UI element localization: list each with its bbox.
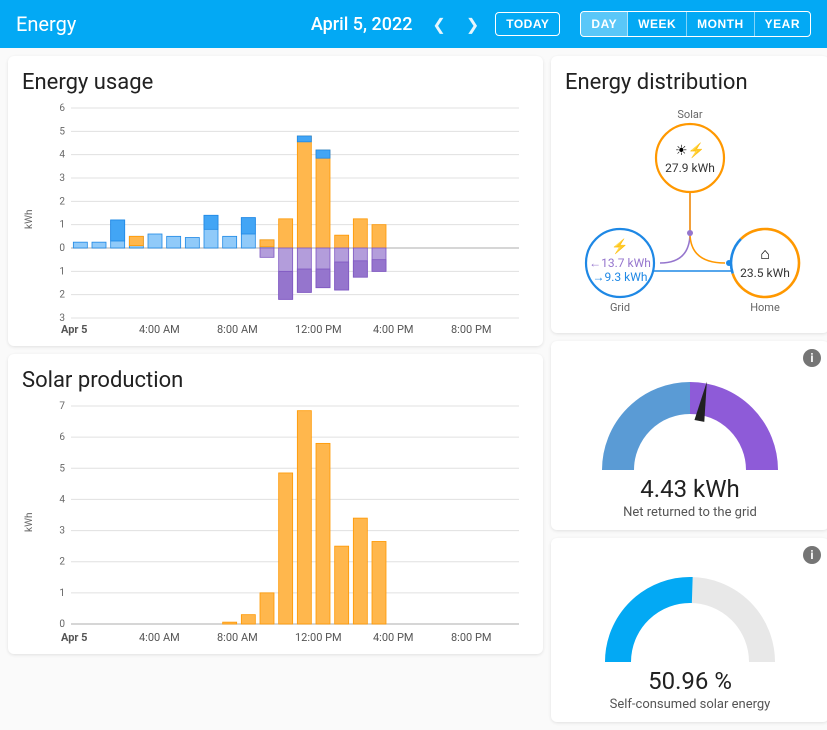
svg-text:1: 1	[59, 266, 65, 277]
solar-production-ylabel: kWh	[22, 401, 37, 644]
svg-text:23.5 kWh: 23.5 kWh	[740, 266, 790, 280]
page-title: Energy	[16, 12, 76, 36]
svg-text:5: 5	[59, 126, 65, 137]
svg-text:1: 1	[59, 588, 65, 599]
range-toggle: DAY WEEK MONTH YEAR	[580, 11, 811, 37]
next-arrow-icon[interactable]: ❯	[462, 11, 483, 38]
svg-text:⌂: ⌂	[760, 244, 770, 263]
range-year-button[interactable]: YEAR	[755, 12, 810, 36]
svg-text:2: 2	[59, 196, 65, 207]
svg-text:7: 7	[59, 401, 65, 412]
info-icon[interactable]: i	[803, 349, 821, 367]
range-month-button[interactable]: MONTH	[687, 12, 755, 36]
today-button[interactable]: TODAY	[495, 12, 560, 36]
energy-usage-ylabel: kWh	[22, 103, 37, 336]
svg-text:2: 2	[59, 290, 65, 301]
net-returned-value: 4.43 kWh	[565, 475, 815, 503]
svg-text:☀⚡: ☀⚡	[675, 142, 705, 159]
svg-text:5: 5	[59, 463, 65, 474]
svg-text:6: 6	[59, 103, 65, 114]
svg-text:⚡: ⚡	[611, 238, 628, 255]
svg-text:Solar: Solar	[677, 108, 702, 121]
svg-text:4: 4	[59, 150, 65, 161]
info-icon[interactable]: i	[803, 546, 821, 564]
svg-text:3: 3	[59, 173, 65, 184]
solar-production-chart: 0 1 2 3 4 5 6 7	[37, 401, 529, 631]
svg-text:3: 3	[59, 526, 65, 537]
energy-usage-card: Energy usage kWh 0 1 2 3 4 5 6 1 2 3 Apr 54:00 AM…	[8, 56, 543, 346]
solar-production-title: Solar production	[22, 368, 529, 393]
svg-text:27.9 kWh: 27.9 kWh	[665, 161, 715, 175]
svg-text:2: 2	[59, 557, 65, 568]
range-day-button[interactable]: DAY	[581, 12, 628, 36]
svg-text:3: 3	[59, 313, 65, 323]
prev-arrow-icon[interactable]: ❮	[428, 11, 449, 38]
range-week-button[interactable]: WEEK	[628, 12, 687, 36]
selected-date: April 5, 2022	[311, 14, 413, 35]
svg-text:0: 0	[59, 619, 65, 630]
energy-distribution-title: Energy distribution	[565, 70, 815, 95]
net-returned-card: i 4.43 kWh Net returned to the grid	[551, 341, 827, 530]
solar-production-xaxis: Apr 54:00 AM8:00 AM12:00 PM4:00 PM8:00 P…	[37, 631, 529, 644]
svg-text:1: 1	[59, 220, 65, 231]
self-consumed-card: i 50.96 % Self-consumed solar energy	[551, 538, 827, 722]
net-returned-gauge	[575, 355, 805, 475]
energy-distribution-diagram: Solar ☀⚡ 27.9 kWh Grid ⚡←13.7 kWh→9.3 kWh Hom…	[565, 103, 815, 323]
header-bar: Energy April 5, 2022 ❮ ❯ TODAY DAY WEEK …	[0, 0, 827, 48]
svg-text:Home: Home	[750, 301, 780, 314]
svg-text:→9.3 kWh: →9.3 kWh	[593, 270, 648, 284]
net-returned-label: Net returned to the grid	[565, 505, 815, 520]
svg-text:4: 4	[59, 494, 65, 505]
energy-usage-xaxis: Apr 54:00 AM8:00 AM12:00 PM4:00 PM8:00 P…	[37, 323, 529, 336]
self-consumed-label: Self-consumed solar energy	[565, 697, 815, 712]
self-consumed-value: 50.96 %	[565, 667, 815, 695]
self-consumed-gauge	[575, 552, 805, 667]
svg-text:0: 0	[59, 243, 65, 254]
solar-production-card: Solar production kWh 0 1 2 3 4 5 6 7 Apr 54:00 …	[8, 354, 543, 654]
energy-usage-title: Energy usage	[22, 70, 529, 95]
energy-distribution-card: Energy distribution Solar ☀⚡ 27.9 kWh Grid ⚡…	[551, 56, 827, 333]
energy-usage-chart: 0 1 2 3 4 5 6 1 2 3	[37, 103, 529, 323]
svg-text:6: 6	[59, 432, 65, 443]
svg-text:←13.7 kWh: ←13.7 kWh	[589, 256, 651, 270]
svg-text:Grid: Grid	[610, 301, 630, 314]
